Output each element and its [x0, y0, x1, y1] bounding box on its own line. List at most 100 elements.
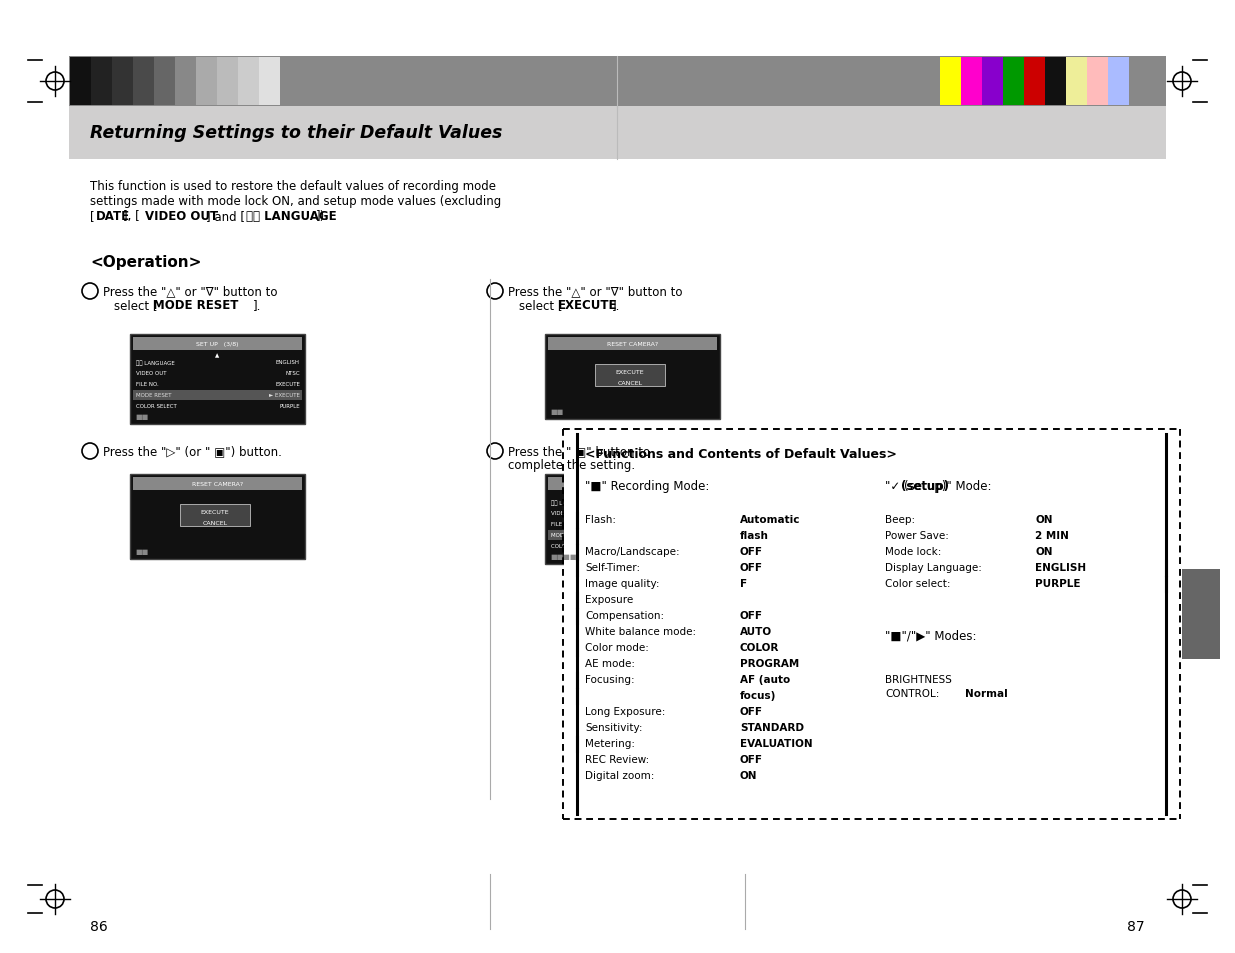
Text: Automatic: Automatic — [740, 515, 800, 524]
Text: complete the setting.: complete the setting. — [508, 458, 635, 472]
Text: ENGLISH: ENGLISH — [1035, 562, 1086, 573]
Text: Digital zoom:: Digital zoom: — [585, 770, 655, 781]
Text: ON: ON — [1035, 546, 1052, 557]
Text: NTSC: NTSC — [700, 511, 715, 516]
Text: 86: 86 — [90, 919, 107, 933]
Text: VIDEO OUT: VIDEO OUT — [144, 210, 219, 223]
Text: ]).: ]). — [316, 210, 329, 223]
Text: Display Language:: Display Language: — [885, 562, 982, 573]
Text: ► EXECUTE: ► EXECUTE — [684, 533, 715, 537]
Text: 2 MIN: 2 MIN — [1035, 531, 1068, 540]
Text: ENGLISH: ENGLISH — [275, 360, 300, 365]
Text: [: [ — [90, 210, 95, 223]
Bar — [545, 335, 720, 419]
Text: Beep:: Beep: — [885, 515, 915, 524]
Text: Color mode:: Color mode: — [585, 642, 648, 652]
Text: MODE RESET: MODE RESET — [551, 533, 587, 537]
Text: PURPLE: PURPLE — [279, 404, 300, 409]
Bar — [548, 337, 718, 351]
Text: ▲: ▲ — [630, 493, 635, 497]
Text: MODE RESET: MODE RESET — [153, 298, 238, 312]
Text: settings made with mode lock ON, and setup mode values (excluding: settings made with mode lock ON, and set… — [90, 194, 501, 208]
Text: ■■■■: ■■■■ — [550, 554, 577, 559]
Text: Flash:: Flash: — [585, 515, 616, 524]
Text: 山山 LANGUAGE: 山山 LANGUAGE — [136, 360, 174, 365]
Text: ].: ]. — [613, 298, 620, 312]
Bar — [180, 504, 249, 526]
Bar — [112, 58, 133, 106]
Text: AE mode:: AE mode: — [585, 659, 635, 668]
Text: 山山 LANGUAGE: 山山 LANGUAGE — [551, 499, 590, 505]
Text: Long Exposure:: Long Exposure: — [585, 706, 666, 717]
Text: Press the "△" or "∇" button to: Press the "△" or "∇" button to — [103, 285, 278, 297]
Bar — [564, 431, 1179, 818]
Bar — [91, 58, 112, 106]
Bar — [217, 58, 238, 106]
Bar — [133, 477, 303, 491]
Text: F: F — [740, 578, 747, 588]
Text: Normal: Normal — [965, 688, 1008, 699]
Text: OFF: OFF — [740, 754, 763, 764]
Text: ], [: ], [ — [124, 210, 140, 223]
Text: focus): focus) — [740, 690, 777, 700]
Text: FILE NO.: FILE NO. — [136, 382, 159, 387]
Bar — [940, 58, 961, 106]
Text: COLOR: COLOR — [740, 642, 779, 652]
Bar — [154, 58, 175, 106]
Bar — [1024, 58, 1045, 106]
Text: EXECUTE: EXECUTE — [200, 510, 230, 515]
Text: CANCEL: CANCEL — [203, 521, 227, 526]
Text: Returning Settings to their Default Values: Returning Settings to their Default Valu… — [90, 125, 503, 142]
Text: ON: ON — [740, 770, 757, 781]
Bar — [548, 531, 718, 540]
Text: OFF: OFF — [740, 562, 763, 573]
Text: EXECUTE: EXECUTE — [690, 522, 715, 527]
Text: This function is used to restore the default values of recording mode: This function is used to restore the def… — [90, 180, 496, 193]
Text: SET UP   (3/8): SET UP (3/8) — [196, 342, 238, 347]
Bar — [1129, 58, 1150, 106]
Text: flash: flash — [740, 531, 769, 540]
Text: 山山 LANGUAGE: 山山 LANGUAGE — [246, 210, 337, 223]
Text: select [: select [ — [519, 298, 562, 312]
Text: NTSC: NTSC — [285, 371, 300, 376]
Bar — [70, 58, 91, 106]
Text: REC Review:: REC Review: — [585, 754, 650, 764]
Bar — [69, 107, 1166, 160]
Text: OFF: OFF — [740, 610, 763, 620]
Bar — [1066, 58, 1087, 106]
Text: BRIGHTNESS: BRIGHTNESS — [885, 675, 952, 684]
Text: FILE NO.: FILE NO. — [551, 522, 574, 527]
Text: Compensation:: Compensation: — [585, 610, 664, 620]
Bar — [1108, 58, 1129, 106]
Text: CANCEL: CANCEL — [618, 381, 642, 386]
Text: Self-Timer:: Self-Timer: — [585, 562, 640, 573]
Text: CONTROL:: CONTROL: — [885, 688, 940, 699]
Text: <Operation>: <Operation> — [90, 254, 201, 270]
Bar — [982, 58, 1003, 106]
Text: ■■: ■■ — [550, 409, 563, 415]
Bar — [130, 335, 305, 424]
Text: ■■: ■■ — [135, 548, 148, 555]
Text: Sensitivity:: Sensitivity: — [585, 722, 642, 732]
Text: (setup): (setup) — [902, 479, 948, 493]
Text: Focusing:: Focusing: — [585, 675, 635, 684]
Bar — [196, 58, 217, 106]
Text: Color select:: Color select: — [885, 578, 951, 588]
Text: PURPLE: PURPLE — [694, 544, 715, 549]
Text: OFF: OFF — [740, 546, 763, 557]
Bar — [961, 58, 982, 106]
Text: EXECUTE: EXECUTE — [275, 382, 300, 387]
Text: DATE: DATE — [96, 210, 130, 223]
Text: COLOR SELECT: COLOR SELECT — [551, 544, 592, 549]
Text: COLOR SELECT: COLOR SELECT — [136, 404, 177, 409]
Text: ► EXECUTE: ► EXECUTE — [269, 393, 300, 398]
Text: 87: 87 — [1128, 919, 1145, 933]
Text: <Functions and Contents of Default Values>: <Functions and Contents of Default Value… — [585, 448, 897, 460]
Text: ▲: ▲ — [215, 353, 220, 357]
Bar — [259, 58, 280, 106]
Text: ].: ]. — [253, 298, 262, 312]
Text: VIDEO OUT: VIDEO OUT — [136, 371, 167, 376]
Bar — [175, 58, 196, 106]
Text: MODE RESET: MODE RESET — [136, 393, 172, 398]
Text: White balance mode:: White balance mode: — [585, 626, 697, 637]
